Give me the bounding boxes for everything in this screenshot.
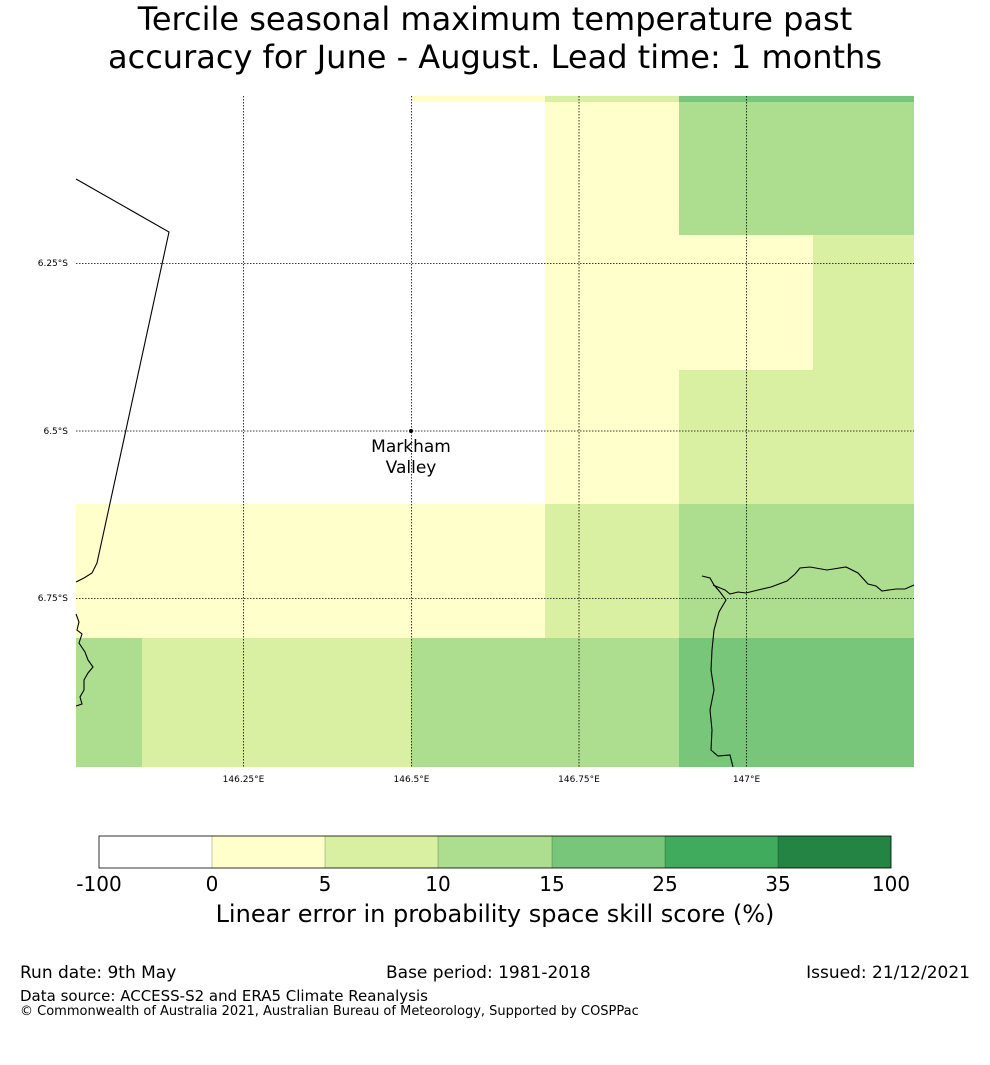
gridlines	[76, 96, 914, 767]
colorbar-tick-label: 10	[425, 872, 450, 896]
grid-cell	[76, 96, 545, 504]
colorbar: -100 0 5 10 15 25 35 100	[76, 835, 910, 896]
colorbar-tick-label: 35	[765, 872, 790, 896]
skill-grid	[76, 96, 914, 767]
title-line-1: Tercile seasonal maximum temperature pas…	[137, 0, 853, 38]
colorbar-segment	[212, 836, 325, 868]
lon-tick-label: 147°E	[733, 775, 761, 785]
title-line-2: accuracy for June - August. Lead time: 1…	[108, 38, 882, 76]
colorbar-segment	[552, 836, 665, 868]
coastline-west	[75, 613, 94, 707]
base-period: Base period: 1981-2018	[386, 963, 591, 983]
grid-cell	[411, 638, 679, 767]
lon-tick-label: 146.25°E	[223, 775, 265, 785]
map-title: Tercile seasonal maximum temperature pas…	[0, 0, 990, 76]
grid-cell	[545, 102, 679, 504]
colorbar-tick-label: 0	[206, 872, 219, 896]
coastline-east	[701, 566, 915, 768]
lon-tick-label: 146.75°E	[558, 775, 600, 785]
lat-tick-label: 6.5°S	[43, 427, 68, 437]
coastlines	[75, 178, 915, 768]
grid-cell	[679, 235, 813, 370]
colorbar-tick-label: 15	[539, 872, 564, 896]
grid-cell	[76, 504, 545, 638]
grid-cell	[813, 235, 914, 370]
lat-tick-label: 6.75°S	[38, 594, 69, 604]
colorbar-title: Linear error in probability space skill …	[215, 900, 775, 928]
place-label-line-2: Valley	[386, 458, 437, 478]
colorbar-frame	[98, 835, 892, 869]
grid-cell	[545, 96, 679, 102]
grid-cell	[679, 96, 914, 102]
colorbar-segment	[99, 836, 212, 868]
colorbar-segment	[778, 836, 891, 868]
location-marker	[409, 429, 413, 433]
place-label-line-1: Markham	[371, 437, 451, 457]
copyright-notice: © Commonwealth of Australia 2021, Austra…	[20, 1004, 639, 1019]
run-date: Run date: 9th May	[20, 963, 177, 983]
grid-cell	[545, 504, 679, 638]
grid-cell	[679, 370, 914, 504]
grid-cell	[412, 96, 545, 102]
data-source: Data source: ACCESS-S2 and ERA5 Climate …	[20, 987, 428, 1005]
colorbar-tick-label: 5	[319, 872, 332, 896]
colorbar-segment	[665, 836, 778, 868]
grid-cell	[76, 638, 142, 767]
grid-cell	[142, 638, 411, 767]
colorbar-segment	[438, 836, 552, 868]
colorbar-tick-label: -100	[76, 872, 121, 896]
grid-cell	[679, 638, 914, 767]
colorbar-segment	[325, 836, 438, 868]
colorbar-tick-label: 25	[652, 872, 677, 896]
issued-date: Issued: 21/12/2021	[806, 963, 970, 983]
colorbar-tick-label: 100	[872, 872, 910, 896]
border-line	[75, 178, 170, 583]
grid-cell	[679, 102, 914, 235]
grid-cell	[679, 504, 914, 638]
lon-tick-label: 146.5°E	[394, 775, 430, 785]
lat-tick-label: 6.25°S	[38, 259, 69, 269]
